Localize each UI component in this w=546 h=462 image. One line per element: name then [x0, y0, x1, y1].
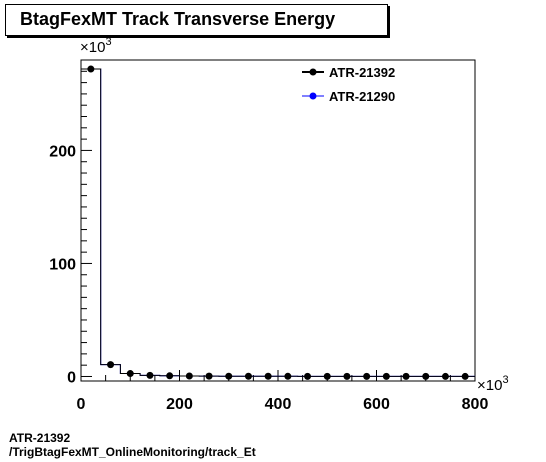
- legend-entry-atr-21392: ATR-21392: [302, 65, 395, 80]
- data-point: [343, 372, 351, 380]
- legend-marker-atr-21392: [309, 68, 317, 76]
- data-point: [323, 372, 331, 380]
- legend-marker-atr-21290: [309, 92, 317, 100]
- y-tick-label: 0: [67, 369, 76, 386]
- data-point: [225, 372, 233, 380]
- y-axis: 0 100 200: [49, 59, 92, 386]
- data-point: [146, 371, 154, 379]
- x-tick-label: 0: [77, 396, 86, 413]
- data-point: [284, 372, 292, 380]
- x-multiplier: ×103: [477, 374, 509, 394]
- data-point: [166, 372, 174, 380]
- x-tick-label: 800: [462, 396, 489, 413]
- histogram-step-atr-21290: [80, 68, 475, 377]
- data-points: [87, 65, 469, 380]
- chart-svg: 0 200 400 600 800 0 100 200 ×103 ×103 ATR-2139…: [49, 36, 509, 413]
- plot-frame: [80, 59, 476, 382]
- x-tick-label: 200: [166, 396, 193, 413]
- histogram-lines: [80, 68, 475, 377]
- y-tick-label: 100: [49, 256, 76, 273]
- data-point: [264, 372, 272, 380]
- histogram-step-atr-21392: [80, 68, 475, 377]
- footer-line-2: /TrigBtagFexMT_OnlineMonitoring/track_Et: [9, 445, 256, 459]
- data-point: [382, 372, 390, 380]
- y-tick-label: 200: [49, 143, 76, 160]
- data-point: [126, 370, 134, 378]
- data-point: [107, 361, 115, 369]
- chart-title: BtagFexMT Track Transverse Energy: [20, 9, 336, 29]
- data-point: [441, 372, 449, 380]
- data-point: [244, 372, 252, 380]
- data-point: [402, 372, 410, 380]
- legend-label-atr-21290: ATR-21290: [329, 89, 395, 104]
- data-point: [205, 372, 213, 380]
- data-point: [363, 372, 371, 380]
- x-tick-label: 600: [363, 396, 390, 413]
- data-point: [422, 372, 430, 380]
- footer-line-1: ATR-21392: [9, 431, 71, 445]
- title-box: BtagFexMT Track Transverse Energy: [5, 4, 388, 36]
- data-point: [185, 372, 193, 380]
- y-multiplier: ×103: [80, 36, 112, 56]
- data-point: [461, 372, 469, 380]
- legend: ATR-21392 ATR-21290: [302, 65, 395, 104]
- legend-entry-atr-21290: ATR-21290: [302, 89, 395, 104]
- x-tick-label: 400: [265, 396, 292, 413]
- data-point: [87, 65, 95, 73]
- data-point: [304, 372, 312, 380]
- legend-label-atr-21392: ATR-21392: [329, 65, 395, 80]
- footer: ATR-21392 /TrigBtagFexMT_OnlineMonitorin…: [9, 431, 256, 459]
